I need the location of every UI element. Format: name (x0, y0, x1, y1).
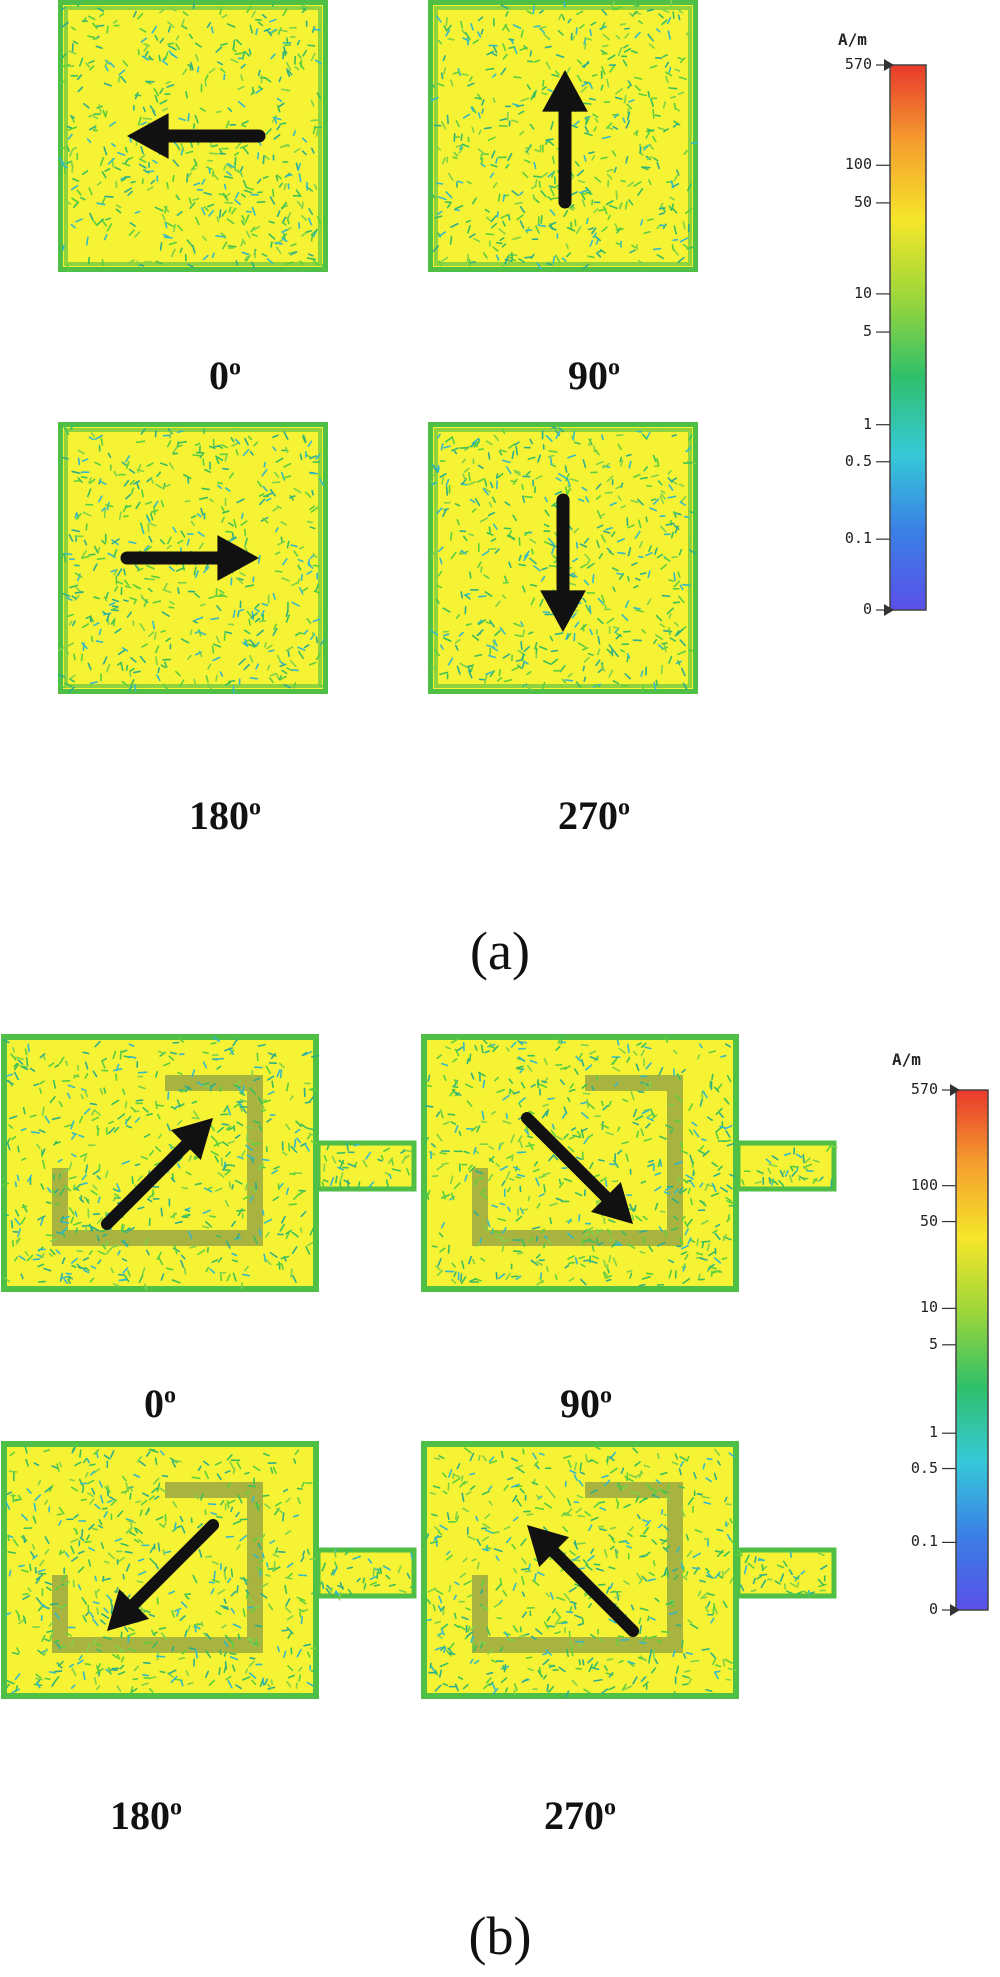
colorbar-tick-label: 100 (844, 155, 872, 174)
colorbar-unit: A/m (838, 30, 867, 49)
patch-b-270 (420, 1440, 840, 1700)
current-direction-arrow (100, 1117, 214, 1231)
patch-b-90 (420, 1033, 840, 1293)
patch-a-180 (58, 422, 328, 694)
current-direction-arrow (106, 1518, 220, 1632)
angle-label-b-270: 270o (544, 1793, 616, 1838)
colorbar-tick-label: 5 (928, 1334, 938, 1353)
colorbar-tick-label: 570 (910, 1080, 938, 1098)
colorbar-tick-label: 0 (862, 600, 872, 618)
current-direction-arrow (540, 493, 586, 632)
current-direction-arrow (542, 70, 588, 209)
colorbar-tick-label: 1 (928, 1423, 938, 1442)
colorbar-limit-marker (950, 1604, 960, 1616)
colorbar-tick-label: 10 (919, 1298, 938, 1317)
patch-b-180 (0, 1440, 420, 1700)
colorbar-tick-label: 0.5 (910, 1458, 938, 1477)
colorbar-tick-label: 1 (862, 414, 872, 433)
colorbar-tick-label: 50 (853, 192, 872, 211)
colorbar-tick-label: 5 (862, 322, 872, 341)
colorbar-tick-label: 0.1 (844, 529, 872, 548)
colorbar-tick-label: 0.1 (910, 1532, 938, 1551)
current-vector-field (429, 0, 698, 271)
caption-a: (a) (470, 921, 530, 981)
colorbar-a: A/m 570 100 50 10 5 1 0.5 0.1 0 (830, 30, 990, 630)
colorbar-tick-label: 10 (853, 283, 872, 302)
angle-label-a-90: 90o (568, 353, 620, 398)
slot (472, 1482, 683, 1653)
current-vector-field (321, 1142, 412, 1189)
colorbar-limit-marker (884, 604, 894, 616)
colorbar-tick-label: 0 (928, 1600, 938, 1618)
feed-line (735, 1140, 837, 1192)
angle-label-b-90: 90o (560, 1381, 612, 1426)
current-direction-arrow (127, 113, 266, 159)
colorbar-gradient (955, 1089, 989, 1611)
patch-a-0 (58, 0, 328, 272)
angle-label-a-270: 270o (558, 793, 630, 838)
colorbar-b: A/m 570 100 50 10 5 1 0.5 0.1 0 (890, 1050, 1000, 1630)
current-direction-arrow (120, 535, 259, 581)
current-vector-field (5, 1442, 319, 1694)
colorbar-tick-label: 50 (919, 1211, 938, 1230)
current-vector-field (423, 1035, 738, 1287)
colorbar-tick-label: 570 (844, 55, 872, 73)
patch-b-0 (0, 1033, 420, 1293)
current-vector-field (58, 0, 325, 272)
current-vector-field (734, 1549, 828, 1596)
current-vector-field (741, 1144, 838, 1189)
patch-a-90 (428, 0, 698, 272)
current-vector-field (318, 1548, 417, 1601)
angle-label-b-180: 180o (110, 1793, 182, 1838)
current-vector-field (429, 426, 697, 693)
angle-label-b-0: 0o (144, 1381, 176, 1426)
angle-label-a-0: 0o (209, 353, 241, 398)
colorbar-limit-marker (884, 59, 894, 71)
colorbar-gradient (889, 64, 927, 611)
colorbar-tick-label: 100 (910, 1175, 938, 1194)
caption-b: (b) (468, 1906, 532, 1966)
patch-a-270 (428, 422, 698, 694)
colorbar-limit-marker (950, 1084, 960, 1096)
colorbar-tick-label: 0.5 (844, 451, 872, 470)
colorbar-unit: A/m (892, 1050, 921, 1069)
current-direction-arrow (520, 1111, 634, 1225)
current-direction-arrow (526, 1524, 640, 1638)
angle-label-a-180: 180o (189, 793, 261, 838)
